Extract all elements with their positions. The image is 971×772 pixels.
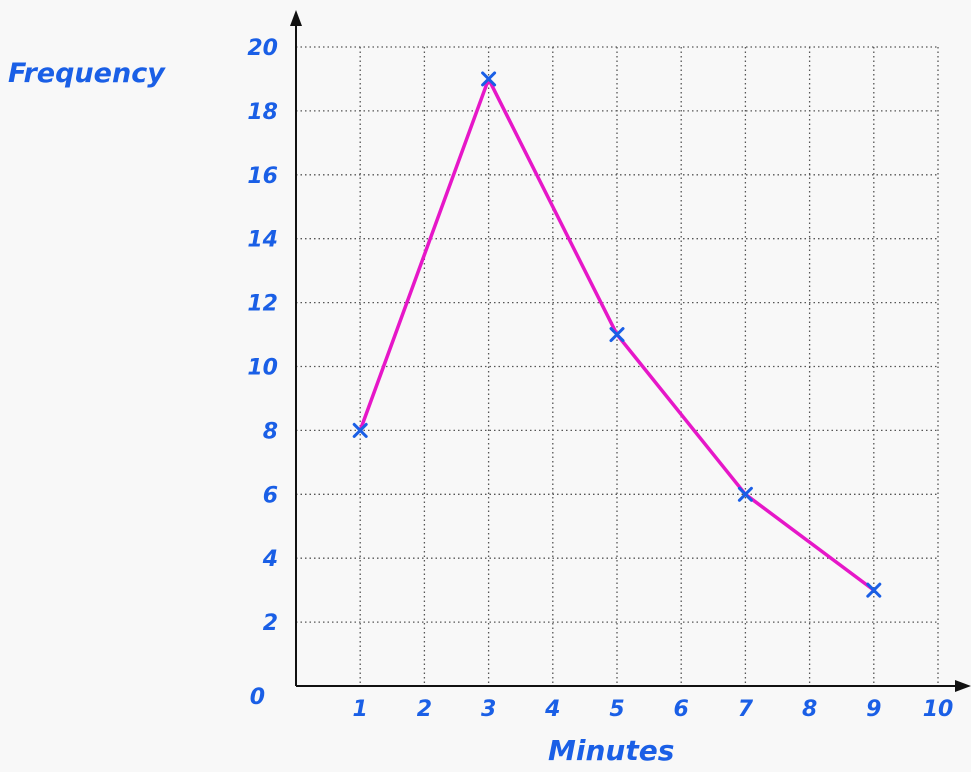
x-tick-label: 4 bbox=[544, 697, 560, 722]
y-axis-label: Frequency bbox=[8, 58, 166, 89]
data-point-marker bbox=[737, 486, 753, 502]
data-point-marker bbox=[866, 582, 882, 598]
marker-stroke bbox=[737, 486, 753, 502]
axes bbox=[290, 10, 971, 692]
x-tick-label: 7 bbox=[738, 697, 754, 722]
y-tick-label: 14 bbox=[247, 228, 278, 253]
x-tick-label: 10 bbox=[923, 697, 954, 722]
y-tick-label: 20 bbox=[247, 36, 278, 61]
data-point-marker bbox=[481, 71, 497, 87]
y-tick-label: 16 bbox=[247, 164, 278, 189]
series bbox=[352, 71, 882, 598]
x-tick-label: 3 bbox=[481, 697, 496, 722]
y-tick-label: 10 bbox=[247, 356, 278, 381]
marker-stroke bbox=[352, 422, 368, 438]
x-tick-label: 2 bbox=[417, 697, 432, 722]
marker-stroke bbox=[866, 582, 882, 598]
x-tick-label: 1 bbox=[353, 697, 368, 722]
x-axis-arrow bbox=[955, 680, 971, 692]
marker-stroke bbox=[481, 71, 497, 87]
y-tick-label: 0 bbox=[250, 685, 265, 710]
y-tick-label: 8 bbox=[263, 419, 278, 444]
x-tick-label: 8 bbox=[802, 697, 817, 722]
x-tick-label: 9 bbox=[866, 697, 881, 722]
grid bbox=[296, 46, 939, 686]
y-tick-label: 6 bbox=[263, 483, 278, 508]
y-tick-label: 2 bbox=[263, 611, 278, 636]
marker-stroke bbox=[609, 327, 625, 343]
y-tick-label: 12 bbox=[247, 292, 278, 317]
y-axis-arrow bbox=[290, 10, 302, 26]
y-tick-label: 4 bbox=[262, 547, 278, 572]
data-point-marker bbox=[609, 327, 625, 343]
x-tick-label: 6 bbox=[674, 697, 689, 722]
x-axis-label: Minutes bbox=[548, 734, 674, 767]
y-tick-label: 18 bbox=[247, 100, 278, 125]
x-tick-label: 5 bbox=[609, 697, 624, 722]
data-point-marker bbox=[352, 422, 368, 438]
